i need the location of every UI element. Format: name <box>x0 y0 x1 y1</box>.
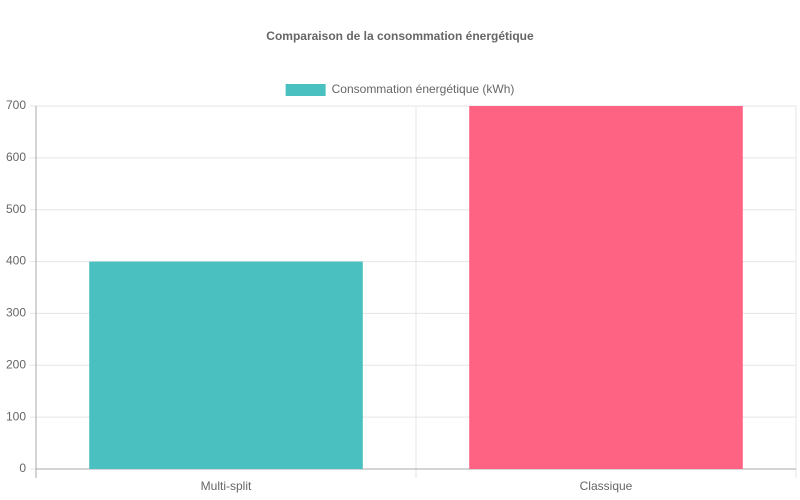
x-tick-label: Multi-split <box>201 479 252 493</box>
bar <box>89 261 363 469</box>
x-tick-label: Classique <box>580 479 633 493</box>
y-tick-label: 700 <box>6 98 26 112</box>
y-tick-label: 600 <box>6 150 26 164</box>
chart-title: Comparaison de la consommation énergétiq… <box>266 29 534 43</box>
y-tick-label: 100 <box>6 409 26 423</box>
y-tick-label: 500 <box>6 202 26 216</box>
bar <box>469 106 743 469</box>
y-tick-label: 400 <box>6 254 26 268</box>
legend-swatch <box>285 84 326 96</box>
y-tick-label: 200 <box>6 357 26 371</box>
y-tick-label: 0 <box>19 461 26 475</box>
y-tick-label: 300 <box>6 306 26 320</box>
legend-label: Consommation énergétique (kWh) <box>332 82 515 96</box>
